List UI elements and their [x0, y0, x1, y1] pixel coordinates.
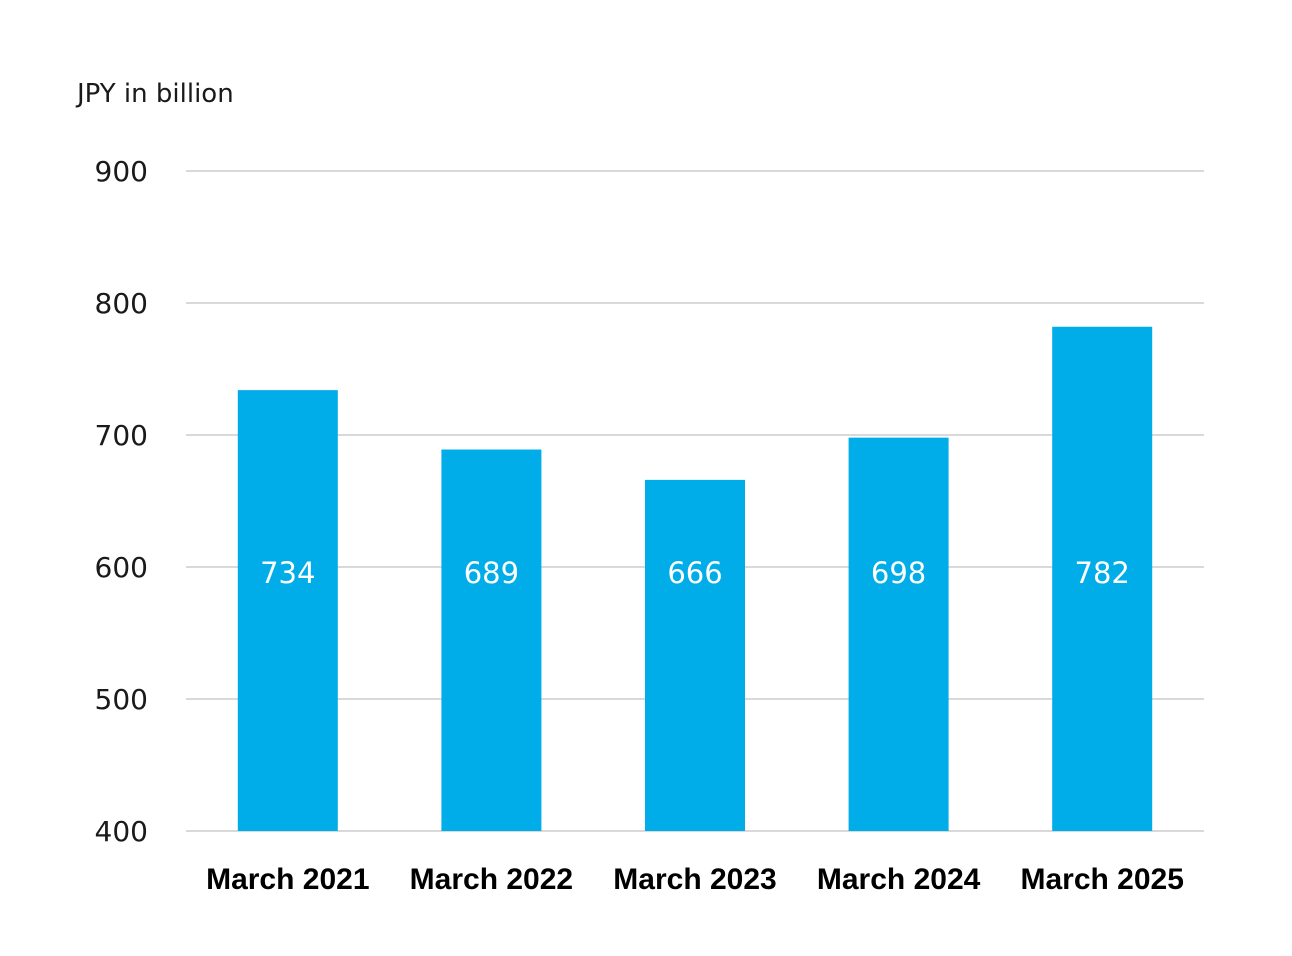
bar-data-label: 689 — [464, 556, 519, 590]
x-axis-ticks: March 2021 March 2022 March 2023 March 2024… — [206, 863, 1184, 896]
x-tick-label: March 2021 — [206, 863, 369, 896]
bar-march-2025 — [1052, 326, 1153, 831]
y-tick-label: 800 — [95, 287, 148, 320]
y-tick-label: 500 — [95, 683, 148, 716]
y-tick-label: 700 — [95, 419, 148, 452]
bar-march-2021 — [237, 390, 338, 831]
bar-march-2024 — [848, 437, 949, 831]
y-tick-label: 900 — [95, 155, 148, 188]
bar-march-2023 — [645, 479, 745, 831]
x-tick-label: March 2023 — [613, 863, 776, 896]
y-tick-label: 400 — [95, 815, 148, 848]
x-tick-label: March 2022 — [410, 863, 573, 896]
bar-data-label: 698 — [871, 556, 926, 590]
y-axis-unit-label: JPY in billion — [75, 79, 234, 109]
y-axis-ticks: 400 500 600 700 800 900 — [95, 155, 148, 848]
bar-data-label: 734 — [260, 556, 315, 590]
bar-data-labels: 734 689 666 698 782 — [260, 556, 1130, 590]
bar-data-label: 666 — [667, 556, 722, 590]
x-tick-label: March 2025 — [1020, 863, 1183, 896]
y-tick-label: 600 — [95, 551, 148, 584]
bars — [237, 326, 1153, 831]
bar-march-2022 — [441, 449, 542, 831]
x-tick-label: March 2024 — [817, 863, 981, 896]
bar-data-label: 782 — [1075, 556, 1130, 590]
